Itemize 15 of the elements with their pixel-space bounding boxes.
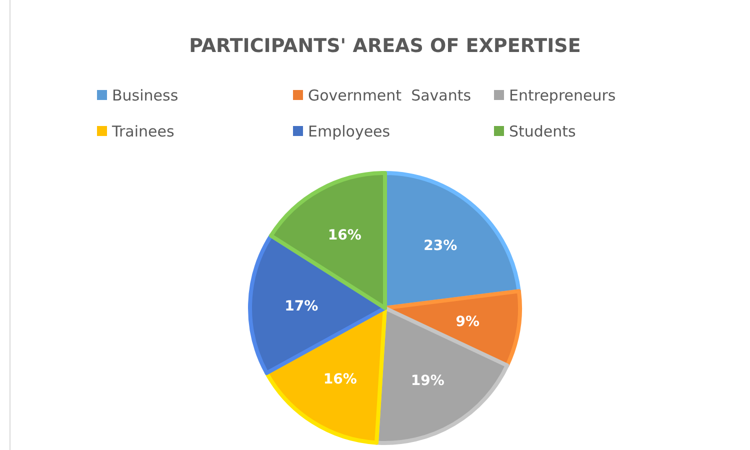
data-label: 23% (424, 238, 458, 254)
chart-title: PARTICIPANTS' AREAS OF EXPERTISE (189, 35, 581, 57)
pie-slice (374, 306, 510, 445)
legend-label: Business (112, 86, 178, 104)
data-label: 17% (284, 298, 318, 314)
data-label: 19% (410, 372, 444, 389)
pie-slice (269, 171, 387, 310)
data-label: 16% (328, 228, 362, 244)
data-label: 16% (323, 372, 357, 388)
legend-label: Employees (308, 122, 390, 140)
legend-label: Students (509, 122, 576, 140)
legend-label: Trainees (111, 122, 174, 140)
legend-label: Government Savants (308, 86, 472, 104)
data-label: 9% (456, 314, 480, 330)
legend-label: Entrepreneurs (509, 86, 616, 104)
